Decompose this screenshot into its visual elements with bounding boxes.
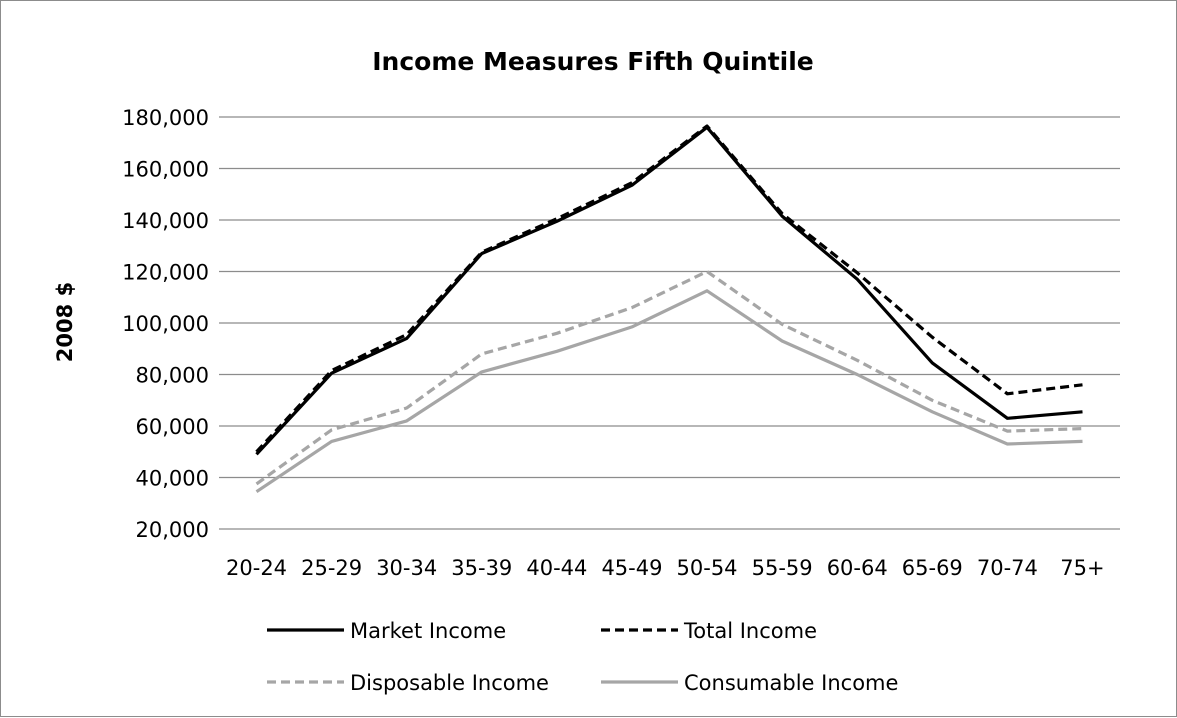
y-tick-label: 100,000: [122, 312, 209, 336]
x-tick-label: 50-54: [677, 556, 738, 580]
x-tick-label: 65-69: [902, 556, 963, 580]
x-tick-label: 55-59: [752, 556, 813, 580]
y-tick-label: 20,000: [136, 518, 209, 542]
legend-label: Consumable Income: [684, 671, 898, 695]
y-tick-label: 180,000: [122, 106, 209, 130]
x-tick-label: 70-74: [977, 556, 1038, 580]
series-line-total-income: [255, 124, 1083, 453]
x-tick-label: 75+: [1060, 556, 1104, 580]
y-tick-label: 80,000: [136, 364, 209, 388]
series-line-consumable-income: [255, 289, 1083, 494]
legend: Market Income Total Income Disposable Inco…: [267, 619, 898, 695]
y-tick-label: 40,000: [136, 467, 209, 491]
series-line-market-income: [255, 125, 1083, 456]
x-tick-label: 30-34: [376, 556, 437, 580]
x-tick-label: 20-24: [226, 556, 287, 580]
legend-label: Disposable Income: [350, 671, 549, 695]
y-tick-label: 160,000: [122, 158, 209, 182]
y-tick-label: 60,000: [136, 415, 209, 439]
gridlines: [219, 116, 1120, 530]
x-tick-label: 40-44: [526, 556, 587, 580]
x-tick-label: 60-64: [827, 556, 888, 580]
x-tick-label: 25-29: [301, 556, 362, 580]
y-axis-ticks: 20,000 40,000 60,000 80,000 100,000 120,000 14…: [122, 106, 209, 542]
legend-label: Total Income: [683, 619, 817, 643]
series-line-disposable-income: [255, 269, 1083, 486]
y-tick-label: 120,000: [122, 261, 209, 285]
x-tick-label: 35-39: [451, 556, 512, 580]
chart-title: Income Measures Fifth Quintile: [372, 47, 814, 76]
legend-label: Market Income: [350, 619, 506, 643]
y-axis-label: 2008 $: [53, 282, 77, 362]
x-tick-label: 45-49: [601, 556, 662, 580]
y-tick-label: 140,000: [122, 209, 209, 233]
x-axis-ticks: 20-24 25-29 30-34 35-39 40-44 45-49 50-54 55-59…: [226, 556, 1105, 580]
series-lines: [255, 124, 1083, 494]
